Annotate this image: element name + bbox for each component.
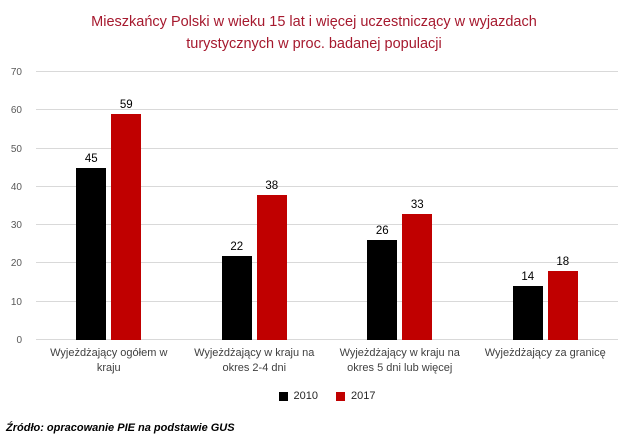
bar-rect	[402, 213, 433, 340]
bar-rect	[256, 194, 287, 340]
y-tick-label: 30	[10, 220, 22, 232]
bar-2010: 45	[76, 72, 107, 340]
bar-2017: 18	[547, 72, 578, 340]
bar-value-label: 22	[230, 240, 244, 253]
x-axis-category-labels: Wyjeżdżający ogółem w kraju Wyjeżdżający …	[36, 346, 618, 376]
legend: 2010 2017	[36, 390, 618, 402]
bar-value-label: 14	[521, 271, 535, 284]
x-category-label: Wyjeżdżający w kraju na okres 5 dni lub …	[339, 347, 460, 374]
legend-label: 2010	[293, 390, 318, 402]
source-note: Źródło: opracowanie PIE na podstawie GUS	[6, 422, 235, 434]
legend-item-2010: 2010	[278, 390, 318, 402]
bar-value-label: 38	[265, 179, 279, 192]
bar-value-label: 45	[84, 152, 98, 165]
bar-value-label: 26	[375, 225, 389, 238]
bar-rect	[512, 286, 543, 340]
bar-group: 22 38	[182, 72, 328, 340]
y-tick-label: 40	[10, 181, 22, 193]
gridline	[36, 300, 618, 302]
bar-value-label: 59	[119, 99, 133, 112]
bar-group: 14 18	[473, 72, 619, 340]
bar-rect	[221, 255, 252, 340]
gridline	[36, 71, 618, 72]
gridline	[36, 224, 618, 226]
bar-2010: 26	[367, 72, 398, 340]
y-tick-label: 50	[10, 143, 22, 155]
y-tick-label: 20	[10, 258, 22, 270]
bar-group: 26 33	[327, 72, 473, 340]
bar-rect	[547, 271, 578, 340]
plot-area: 45 59 22 38 26 33 14 18	[36, 71, 618, 340]
gridline	[36, 262, 618, 264]
y-tick-label: 70	[10, 67, 22, 78]
y-tick-label: 0	[16, 335, 22, 346]
legend-swatch-2017	[336, 391, 345, 401]
bar-rect	[367, 240, 398, 340]
bar-2010: 14	[512, 72, 543, 340]
y-axis: 0 10 20 30 40 50 60 70	[0, 67, 30, 346]
legend-label: 2017	[351, 390, 376, 402]
x-category-label: Wyjeżdżający ogółem w kraju	[50, 347, 168, 374]
bar-2017: 38	[256, 72, 287, 340]
gridline	[36, 339, 618, 340]
gridline	[36, 147, 618, 149]
x-category-label: Wyjeżdżający za granicę	[484, 347, 606, 359]
legend-swatch-2010	[278, 391, 288, 401]
y-tick-label: 60	[10, 105, 22, 117]
x-category-label: Wyjeżdżający w kraju na okres 2-4 dni	[194, 347, 315, 374]
legend-item-2017: 2017	[336, 390, 375, 402]
bar-2010: 22	[221, 72, 252, 340]
bar-value-label: 18	[556, 256, 570, 269]
bar-rect	[76, 167, 107, 340]
gridline	[36, 185, 618, 187]
bar-group: 45 59	[36, 72, 182, 340]
gridline	[36, 109, 618, 111]
y-tick-label: 10	[10, 296, 22, 308]
bar-rect	[111, 114, 142, 340]
bar-groups: 45 59 22 38 26 33 14 18	[36, 72, 618, 340]
bar-2017: 33	[402, 72, 433, 340]
chart-title: Mieszkańcy Polski w wieku 15 lat i więce…	[91, 14, 537, 52]
bar-2017: 59	[111, 72, 142, 340]
bar-value-label: 33	[410, 198, 424, 211]
